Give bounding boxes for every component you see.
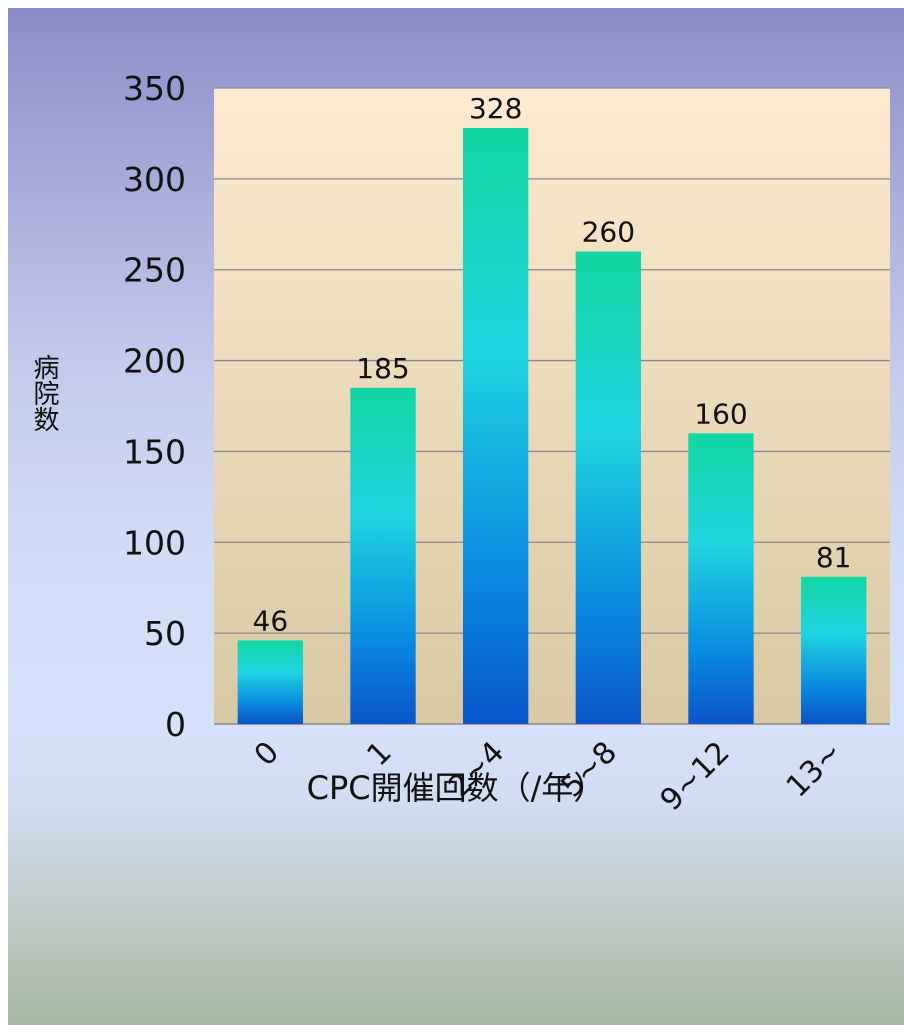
y-axis-ticks: 0 50 100 150 200 250 300 350 xyxy=(123,69,186,744)
data-label: 160 xyxy=(694,397,747,430)
plot-area xyxy=(214,88,890,724)
data-label: 328 xyxy=(469,92,522,125)
data-label: 46 xyxy=(253,604,289,637)
bars xyxy=(237,127,867,725)
y-tick-label: 350 xyxy=(123,69,186,108)
gridlines xyxy=(214,87,890,634)
bar xyxy=(237,640,304,724)
y-tick-label: 150 xyxy=(123,432,186,471)
y-tick-label: 200 xyxy=(123,342,186,381)
bar xyxy=(462,127,529,724)
y-tick-label: 250 xyxy=(123,251,186,290)
y-tick-label: 100 xyxy=(123,523,186,562)
slide-background: 0 50 100 150 200 250 300 350 46 185 328 260 160 81 0… xyxy=(8,8,904,1025)
bar xyxy=(575,251,642,725)
bar xyxy=(350,387,416,724)
y-tick-label: 0 xyxy=(165,705,186,744)
x-axis-title: CPC開催回数（/年） xyxy=(306,769,606,807)
y-tick-label: 300 xyxy=(123,160,186,199)
y-tick-label: 50 xyxy=(144,614,186,653)
data-label: 260 xyxy=(582,216,635,249)
bar xyxy=(800,576,867,724)
bar-chart: 0 50 100 150 200 250 300 350 46 185 328 260 160 81 0… xyxy=(123,69,890,818)
y-axis-title: 病院数 xyxy=(29,354,59,432)
data-labels: 46 185 328 260 160 81 xyxy=(253,92,852,637)
data-label: 81 xyxy=(816,541,852,574)
bar xyxy=(688,433,754,724)
data-label: 185 xyxy=(356,352,409,385)
